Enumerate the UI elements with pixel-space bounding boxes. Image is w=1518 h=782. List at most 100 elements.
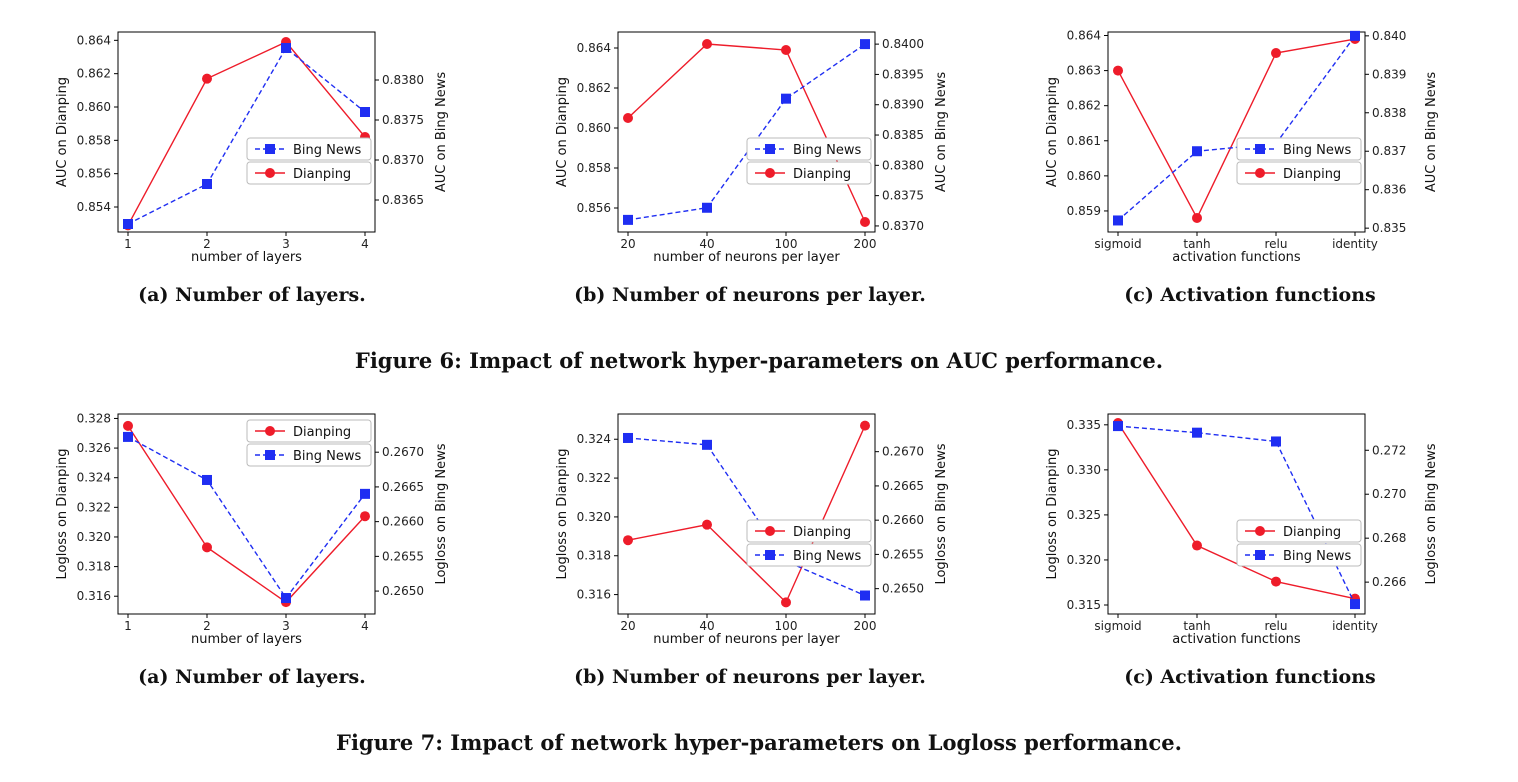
left-tick-label: 0.860 xyxy=(1067,169,1101,183)
legend-bing-label: Bing News xyxy=(293,449,362,464)
chart-7c: 0.315 0.320 0.325 0.330 0.335 0.266 0.268 0.270… xyxy=(1030,402,1450,672)
legend-bing-label: Bing News xyxy=(1283,549,1352,564)
left-axis-label: Logloss on Dianping xyxy=(55,449,70,580)
legend-bing-label: Bing News xyxy=(293,143,362,158)
legend-dianping-marker xyxy=(1255,168,1265,178)
chart-7b-svg: 0.316 0.318 0.320 0.322 0.324 0.2650 0.2655 0.2… xyxy=(555,413,949,647)
chart-7b: 0.316 0.318 0.320 0.322 0.324 0.2650 0.2655 0.2… xyxy=(540,402,960,672)
chart-6c-svg: 0.859 0.860 0.861 0.862 0.863 0.864 0.835 0.836… xyxy=(1045,29,1439,265)
legend-box xyxy=(1236,161,1362,185)
left-tick-label: 0.320 xyxy=(77,530,111,544)
x-tick-label: relu xyxy=(1265,619,1288,633)
right-tick-label: 0.2665 xyxy=(382,480,424,494)
right-tick-label: 0.836 xyxy=(1372,183,1406,197)
left-axis-label: Logloss on Dianping xyxy=(555,449,570,580)
left-tick-label: 0.858 xyxy=(577,161,611,175)
dianping-point xyxy=(702,39,712,49)
left-tick-label: 0.862 xyxy=(1067,99,1101,113)
legend-box xyxy=(246,161,372,185)
plot-frame xyxy=(617,413,876,615)
right-tick-label: 0.8375 xyxy=(882,189,924,203)
legend-dianping-marker xyxy=(1255,526,1265,536)
legend-box xyxy=(1236,543,1362,567)
legend-dianping-label: Dianping xyxy=(293,167,351,182)
legend-box xyxy=(746,519,872,543)
left-tick-label: 0.862 xyxy=(577,81,611,95)
bing-news-line xyxy=(127,436,366,600)
x-tick-label: 200 xyxy=(854,619,877,633)
bing-news-point xyxy=(1192,427,1202,438)
right-tick-label: 0.2650 xyxy=(382,584,424,598)
right-tick-label: 0.835 xyxy=(1372,221,1406,235)
legend-box xyxy=(246,137,372,161)
subcaption-7a: (a) Number of layers. xyxy=(138,666,366,688)
x-tick-label: 2 xyxy=(203,619,211,633)
dianping-point xyxy=(860,217,870,227)
left-tick-label: 0.318 xyxy=(77,560,111,574)
dianping-point xyxy=(360,511,370,522)
left-axis-label: AUC on Dianping xyxy=(555,77,570,187)
right-axis-label: Logloss on Bing News xyxy=(434,443,449,584)
left-tick-label: 0.335 xyxy=(1067,418,1101,432)
chart-6a-svg: 0.854 0.856 0.858 0.860 0.862 0.864 0.8365 0.83… xyxy=(55,31,449,265)
left-tick-label: 0.860 xyxy=(77,100,111,114)
left-axis-label: AUC on Dianping xyxy=(1045,77,1060,187)
dianping-point xyxy=(1271,48,1281,59)
left-tick-label: 0.316 xyxy=(577,588,611,602)
bing-news-point xyxy=(123,431,133,442)
chart-7a: 0.316 0.318 0.320 0.322 0.324 0.326 0.328 0.265… xyxy=(40,402,460,672)
left-tick-label: 0.859 xyxy=(1067,204,1101,218)
plot-frame xyxy=(1107,413,1366,615)
right-axis-label: AUC on Bing News xyxy=(1424,72,1439,192)
legend-box xyxy=(746,543,872,567)
bing-news-point xyxy=(623,214,633,225)
figure-7-caption: Figure 7: Impact of network hyper-parame… xyxy=(336,730,1182,755)
legend-box xyxy=(746,161,872,185)
legend-bing-marker xyxy=(765,550,775,560)
right-axis-label: Logloss on Bing News xyxy=(1424,443,1439,584)
bing-news-line xyxy=(627,43,866,221)
left-tick-label: 0.324 xyxy=(77,471,111,485)
right-tick-label: 0.840 xyxy=(1372,29,1406,43)
left-tick-label: 0.860 xyxy=(577,121,611,135)
dianping-point xyxy=(123,420,133,431)
legend-dianping-label: Dianping xyxy=(1283,525,1341,540)
x-tick-label: 100 xyxy=(775,619,798,633)
bing-news-point xyxy=(860,590,870,601)
left-axis-label: AUC on Dianping xyxy=(55,77,70,187)
right-tick-label: 0.2655 xyxy=(882,547,924,561)
legend-dianping-marker xyxy=(765,168,775,178)
x-tick-label: 20 xyxy=(620,619,635,633)
bing-news-point xyxy=(360,107,370,117)
bing-news-point xyxy=(623,432,633,443)
dianping-point xyxy=(623,113,633,123)
x-tick-label: tanh xyxy=(1183,619,1210,633)
bing-news-point xyxy=(360,488,370,499)
right-tick-label: 0.2670 xyxy=(382,445,424,459)
left-tick-label: 0.330 xyxy=(1067,463,1101,477)
bing-news-point xyxy=(281,43,291,53)
legend-bing-marker xyxy=(265,144,275,154)
left-tick-label: 0.322 xyxy=(577,471,611,485)
bing-news-point xyxy=(1113,215,1123,226)
right-axis-label: AUC on Bing News xyxy=(434,72,449,192)
left-tick-label: 0.318 xyxy=(577,549,611,563)
left-tick-label: 0.328 xyxy=(77,411,111,425)
left-tick-label: 0.854 xyxy=(77,200,111,214)
dianping-line xyxy=(127,425,366,604)
x-tick-label: 1 xyxy=(124,237,132,251)
legend-bing-marker xyxy=(265,450,275,460)
left-tick-label: 0.863 xyxy=(1067,64,1101,78)
legend-dianping-label: Dianping xyxy=(793,167,851,182)
right-tick-label: 0.272 xyxy=(1372,443,1406,457)
x-tick-label: 4 xyxy=(361,237,369,251)
right-axis-label: AUC on Bing News xyxy=(934,72,949,192)
right-tick-label: 0.839 xyxy=(1372,67,1406,81)
left-tick-label: 0.320 xyxy=(1067,553,1101,567)
x-tick-label: 3 xyxy=(282,619,290,633)
legend-box xyxy=(746,137,872,161)
chart-7a-svg: 0.316 0.318 0.320 0.322 0.324 0.326 0.328 0.265… xyxy=(55,411,449,647)
bing-news-point xyxy=(781,93,791,104)
right-tick-label: 0.2660 xyxy=(382,515,424,529)
left-tick-label: 0.325 xyxy=(1067,508,1101,522)
